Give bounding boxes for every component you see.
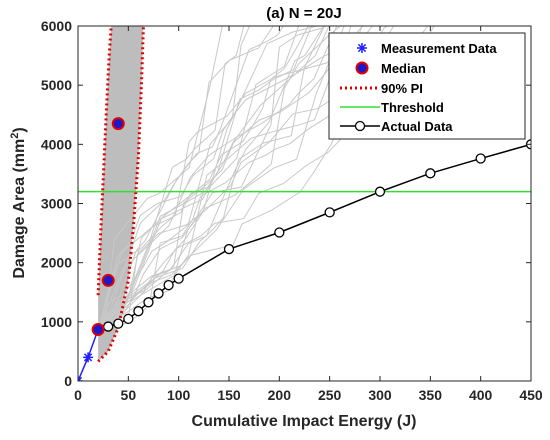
x-tick-label: 100: [167, 387, 191, 403]
x-tick-label: 250: [318, 387, 342, 403]
actual-data-point: [425, 168, 436, 179]
actual-data-point: [374, 186, 386, 197]
median-point: [111, 117, 125, 131]
prediction-path-line: [97, 26, 326, 330]
chart-title: (a) N = 20J: [266, 5, 341, 22]
x-tick-label: 350: [419, 387, 443, 403]
pi-lower-line: [97, 26, 145, 363]
legend-median-marker: [355, 61, 369, 75]
asterisk-stroke: [83, 353, 93, 362]
actual-data-point: [223, 243, 235, 255]
actual-data-point: [113, 318, 124, 329]
prediction-path-line: [97, 26, 330, 330]
asterisk-stroke: [78, 376, 83, 381]
series-layer: [78, 26, 531, 381]
y-tick-label: 0: [64, 373, 72, 389]
legend-label: Actual Data: [381, 119, 453, 134]
y-tick-label: 6000: [41, 18, 72, 34]
actual-data-point: [173, 273, 184, 284]
y-axis-title-main: Damage Area (mm: [11, 139, 28, 279]
x-tick-label: 400: [469, 387, 493, 403]
y-tick-label: 3000: [41, 196, 72, 212]
actual-data-point: [475, 153, 486, 164]
x-axis-title: Cumulative Impact Energy (J): [192, 413, 417, 430]
y-tick-label: 1000: [41, 314, 72, 330]
actual-data-point: [143, 297, 154, 308]
prediction-path-line: [97, 26, 327, 330]
measurement-data-point: [83, 352, 94, 363]
actual-data-point: [324, 207, 335, 218]
y-axis-title-end: ): [11, 127, 28, 132]
actual-data-point: [123, 313, 134, 325]
y-tick-label: 5000: [41, 77, 72, 93]
y-axis-title-superscript: 2: [9, 133, 21, 139]
x-tick-label: 450: [519, 387, 543, 403]
x-tick-label: 50: [121, 387, 137, 403]
legend: Measurement Data Median 90% PI Threshold…: [328, 32, 526, 140]
prediction-path-line: [97, 26, 223, 330]
prediction-path-line: [97, 26, 352, 330]
median-point: [91, 323, 105, 337]
prediction-path-line: [97, 26, 364, 330]
legend-label: Median: [381, 61, 426, 76]
actual-data-point: [274, 227, 285, 238]
actual-data-line: [97, 143, 531, 331]
prediction-path-line: [97, 26, 251, 330]
legend-item-threshold: Threshold: [340, 100, 444, 115]
legend-actual-marker: [354, 120, 366, 132]
actual-data-point: [153, 288, 164, 299]
y-axis-title: Damage Area (mm2): [9, 127, 28, 278]
legend-item-measurement: Measurement Data: [357, 41, 497, 56]
prediction-path-line: [97, 26, 338, 330]
legend-label: 90% PI: [381, 81, 423, 96]
legend-item-pi: 90% PI: [340, 81, 423, 96]
measurement-data-point: [78, 376, 83, 381]
x-tick-label: 0: [74, 387, 82, 403]
prediction-path-line: [97, 26, 285, 330]
x-tick-label: 200: [268, 387, 292, 403]
legend-asterisk-marker: [357, 43, 367, 53]
x-tick-label: 300: [368, 387, 392, 403]
median-point: [101, 273, 115, 287]
actual-data-point: [133, 306, 144, 317]
prediction-path-line: [97, 26, 345, 330]
x-tick-label: 150: [217, 387, 241, 403]
legend-item-actual: Actual Data: [340, 119, 453, 134]
actual-data-point: [103, 321, 114, 332]
axis-ticks: 0 50 100 150 200 250 300 350 400 450 0 1000 2000 3000…: [41, 18, 543, 403]
y-tick-label: 4000: [41, 136, 72, 152]
pi-upper-line: [96, 26, 113, 296]
y-tick-label: 2000: [41, 255, 72, 271]
actual-data-point: [163, 279, 174, 291]
legend-item-median: Median: [355, 61, 426, 76]
legend-label: Threshold: [381, 100, 444, 115]
legend-label: Measurement Data: [381, 41, 497, 56]
